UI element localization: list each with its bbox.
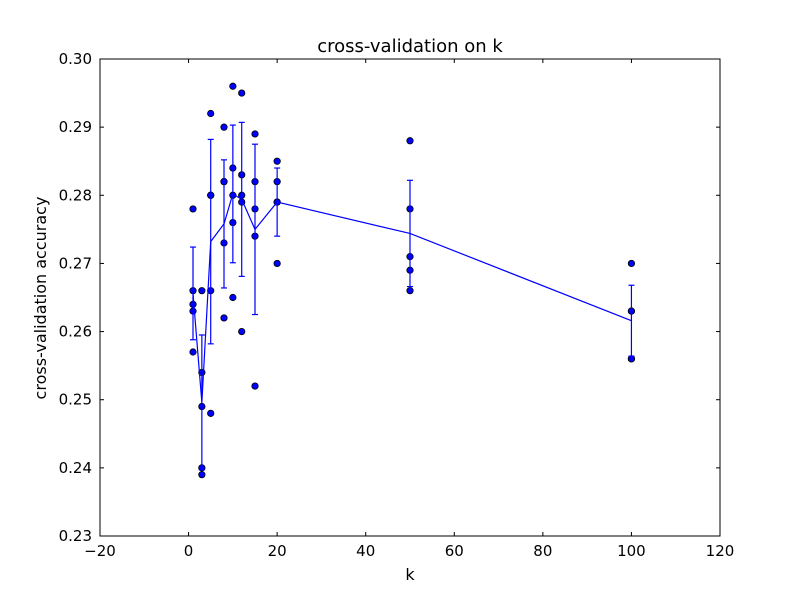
data-point [229,82,237,90]
plot-area [189,82,636,479]
x-tick-label: 80 [533,542,552,560]
y-tick-label: 0.28 [59,186,92,204]
data-point [273,259,281,268]
data-point [273,157,281,165]
data-point [238,89,246,97]
x-tick-label: −20 [84,542,116,560]
y-tick-label: 0.26 [59,323,92,341]
y-tick-label: 0.23 [59,527,92,545]
x-tick-label: 60 [445,542,464,560]
x-tick-label: 40 [356,542,375,560]
data-point [238,327,246,336]
x-axis-label: k [405,565,415,584]
data-point [189,205,197,213]
axes-frame [99,58,721,537]
data-point [198,287,206,295]
data-point [198,471,206,479]
data-point [406,287,414,295]
y-tick-label: 0.29 [59,118,92,136]
y-tick-label: 0.24 [59,459,92,477]
x-tick-label: 0 [184,542,194,560]
data-point [229,293,237,302]
y-axis-label: cross-validation accuracy [31,197,50,400]
y-tick-label: 0.27 [59,254,92,272]
x-tick-label: 120 [706,542,735,560]
mean-line [192,193,632,403]
x-tick-label: 100 [617,542,646,560]
data-point [251,130,259,138]
data-point [627,259,636,268]
axis-ticks: −20 0 20 40 60 80 100 120 0.23 0.24 0.25 0.26 0.27 0.… [59,50,735,560]
y-tick-label: 0.30 [59,50,92,68]
data-point [406,137,414,145]
data-point [251,382,259,390]
data-point [207,409,215,417]
data-point [220,314,228,322]
data-point [207,109,215,118]
chart-title: cross-validation on k [317,36,503,57]
data-point [189,348,197,356]
x-tick-label: 20 [268,542,287,560]
y-tick-label: 0.25 [59,391,92,409]
data-point [220,123,228,131]
